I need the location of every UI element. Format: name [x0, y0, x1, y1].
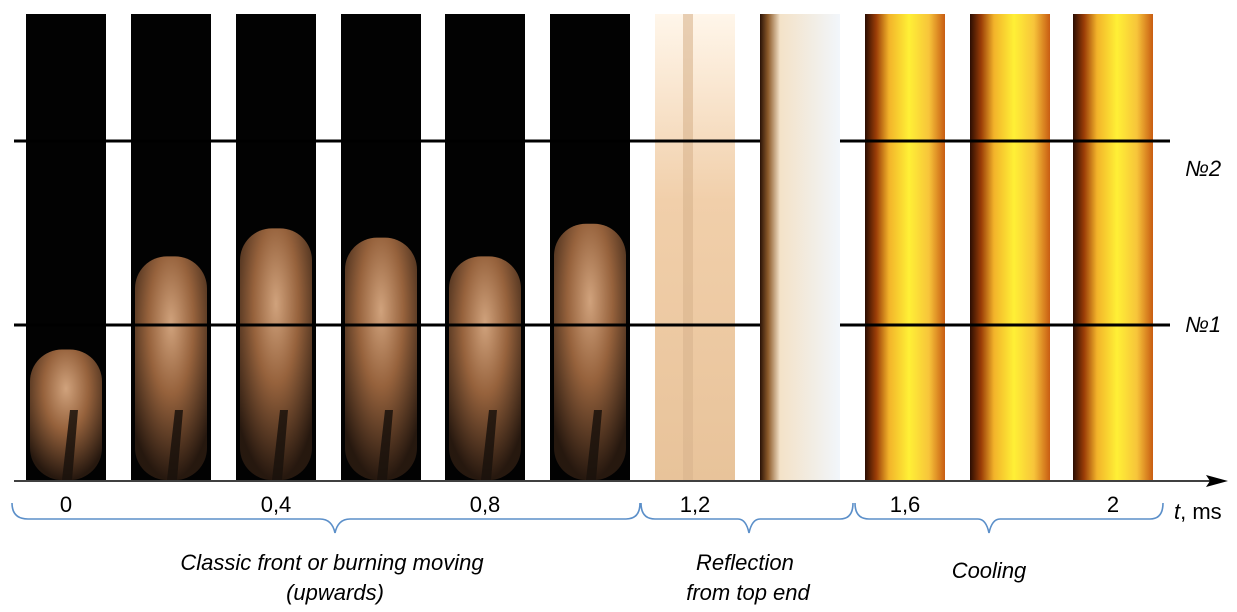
- frame-2: [236, 14, 316, 480]
- tick-label-3: 1,2: [680, 492, 711, 517]
- frame-background: [655, 14, 735, 480]
- frame-8: [865, 14, 945, 480]
- stage-label-burning: Classic front or burning moving (upwards…: [180, 550, 489, 605]
- probe-silhouette: [481, 410, 497, 480]
- tick-labels: 0 0,4 0,8 1,2 1,6 2: [60, 492, 1119, 517]
- tick-label-0: 0: [60, 492, 72, 517]
- sensor-label-2: №2: [1185, 156, 1221, 181]
- frame-7: [760, 14, 840, 480]
- frames-layer: [26, 14, 1153, 480]
- flame-streak: [683, 14, 693, 480]
- frame-1: [131, 14, 211, 480]
- probe-silhouette: [62, 410, 78, 480]
- frame-10: [1073, 14, 1153, 480]
- sensor-lines-layer: [14, 139, 1170, 327]
- stage-label-burning-line2: (upwards): [286, 580, 384, 605]
- tick-label-1: 0,4: [261, 492, 292, 517]
- stage-brace-reflection: [640, 502, 854, 534]
- tick-label-5: 2: [1107, 492, 1119, 517]
- frame-background: [865, 14, 945, 480]
- flame-glow: [449, 256, 521, 480]
- tick-label-4: 1,6: [890, 492, 921, 517]
- frame-5: [550, 14, 630, 480]
- axis-variable: t: [1174, 499, 1181, 524]
- flame-glow: [30, 349, 102, 480]
- tick-label-2: 0,8: [470, 492, 501, 517]
- probe-silhouette: [167, 410, 183, 480]
- stage-brace-burning: [11, 502, 641, 534]
- frame-background: [1073, 14, 1153, 480]
- time-axis-arrowhead: [1206, 475, 1228, 487]
- probe-silhouette: [377, 410, 393, 480]
- flame-glow: [135, 256, 207, 480]
- flame-glow: [554, 223, 626, 480]
- frame-3: [341, 14, 421, 480]
- stage-label-reflection-line2: from top end: [686, 580, 810, 605]
- flame-glow: [345, 237, 417, 480]
- stage-label-burning-line1: Classic front or burning moving: [180, 550, 484, 575]
- frame-4: [445, 14, 525, 480]
- sensor-label-1: №1: [1185, 312, 1221, 337]
- frame-background: [970, 14, 1050, 480]
- frame-6: [655, 14, 735, 480]
- probe-silhouette: [586, 410, 602, 480]
- flame-glow: [240, 228, 312, 480]
- stage-brace-cooling: [854, 502, 1164, 534]
- stage-label-reflection: Reflection from top end: [686, 550, 810, 605]
- frame-0: [26, 14, 106, 480]
- stage-label-reflection-line1: Reflection: [696, 550, 794, 575]
- frame-background: [760, 14, 840, 480]
- stage-label-cooling: Cooling: [952, 558, 1027, 583]
- stage-label-cooling-line1: Cooling: [952, 558, 1027, 583]
- frame-9: [970, 14, 1050, 480]
- axis-unit: , ms: [1180, 499, 1222, 524]
- probe-silhouette: [272, 410, 288, 480]
- axis-label: t, ms: [1174, 499, 1222, 524]
